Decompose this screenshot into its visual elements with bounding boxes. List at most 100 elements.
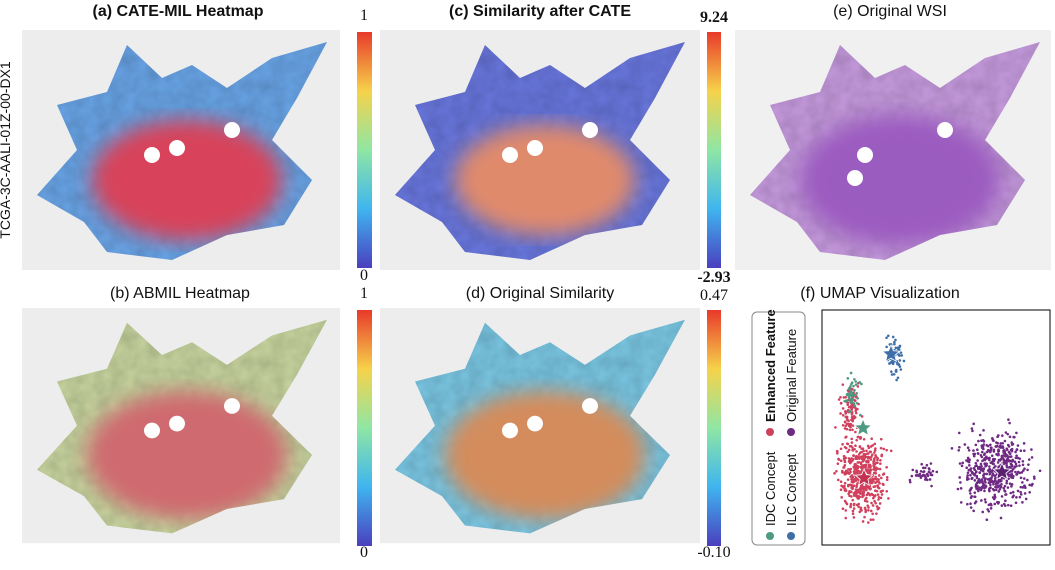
umap-point xyxy=(850,484,853,487)
umap-point xyxy=(980,463,983,466)
umap-point xyxy=(855,439,858,442)
umap-point xyxy=(1014,451,1017,454)
umap-point xyxy=(872,504,875,507)
umap-point xyxy=(873,443,876,446)
umap-point xyxy=(928,467,931,470)
umap-point xyxy=(1007,504,1010,507)
umap-point xyxy=(882,473,885,476)
umap-point xyxy=(985,473,988,476)
umap-point xyxy=(1033,475,1036,478)
umap-point xyxy=(995,488,998,491)
umap-point xyxy=(1025,498,1028,501)
colorbar-max: 0.47 xyxy=(700,287,728,304)
umap-point xyxy=(1020,486,1023,489)
umap-point xyxy=(890,370,893,373)
umap-point xyxy=(1010,441,1013,444)
umap-point xyxy=(876,461,879,464)
heatmap xyxy=(22,308,340,543)
umap-point xyxy=(919,473,922,476)
umap-point xyxy=(1014,471,1017,474)
umap-point xyxy=(856,397,859,400)
umap-point xyxy=(853,507,856,510)
umap-point xyxy=(842,407,845,410)
umap-point xyxy=(864,507,867,510)
umap-point xyxy=(885,336,888,339)
legend-label: Enhanced Feature xyxy=(763,309,778,422)
umap-point xyxy=(872,485,875,488)
umap-point xyxy=(993,474,996,477)
umap-point xyxy=(971,430,974,433)
umap-point xyxy=(897,363,900,366)
side-label: TCGA-3C-AALI-01Z-00-DX1 xyxy=(0,61,13,239)
umap-point xyxy=(874,456,877,459)
umap-point xyxy=(867,506,870,509)
umap-point xyxy=(1011,450,1014,453)
umap-point xyxy=(851,441,854,444)
umap-point xyxy=(987,510,990,513)
umap-point xyxy=(854,394,857,397)
umap-point xyxy=(878,474,881,477)
umap-point xyxy=(876,480,879,483)
umap-point xyxy=(841,471,844,474)
umap-point xyxy=(989,443,992,446)
umap-point xyxy=(857,436,860,439)
umap-point xyxy=(840,485,843,488)
umap-point xyxy=(849,392,852,395)
umap-point xyxy=(870,510,873,513)
umap-point xyxy=(898,346,901,349)
umap-point xyxy=(872,479,875,482)
umap-point xyxy=(1004,493,1007,496)
umap-point xyxy=(911,469,914,472)
umap-point xyxy=(987,445,990,448)
colorbar-max: 1 xyxy=(360,7,368,24)
umap-point xyxy=(890,450,893,453)
umap-point xyxy=(854,431,857,434)
umap-point xyxy=(920,470,923,473)
umap-point xyxy=(995,445,998,448)
umap-point xyxy=(851,499,854,502)
umap-point xyxy=(877,498,880,501)
umap-point xyxy=(898,354,901,357)
umap-point xyxy=(844,517,847,520)
umap-point xyxy=(838,398,841,401)
umap-point xyxy=(967,469,970,472)
umap-point xyxy=(992,496,995,499)
umap-point xyxy=(1007,486,1010,489)
umap-point xyxy=(853,503,856,506)
umap-point xyxy=(920,463,923,466)
umap-point xyxy=(992,483,995,486)
umap-point xyxy=(859,492,862,495)
umap-point xyxy=(849,475,852,478)
umap-point xyxy=(885,466,888,469)
umap-point xyxy=(1030,448,1033,451)
umap-point xyxy=(968,449,971,452)
umap-point xyxy=(970,487,973,490)
umap-point xyxy=(903,360,906,363)
umap-point xyxy=(886,476,889,479)
umap-point xyxy=(900,354,903,357)
umap-point xyxy=(873,451,876,454)
umap-point xyxy=(845,472,848,475)
umap-point xyxy=(965,466,968,469)
umap-point xyxy=(997,490,1000,493)
umap-point xyxy=(849,385,852,388)
umap-point xyxy=(847,478,850,481)
umap-point xyxy=(854,405,857,408)
umap-point xyxy=(855,392,858,395)
umap-point xyxy=(851,481,854,484)
umap-point xyxy=(967,471,970,474)
umap-point xyxy=(885,346,888,349)
umap-point xyxy=(860,456,863,459)
umap-point xyxy=(870,493,873,496)
umap-point xyxy=(865,497,868,500)
umap-point xyxy=(1022,460,1025,463)
umap-point xyxy=(861,494,864,497)
umap-point xyxy=(984,498,987,501)
umap-point xyxy=(992,488,995,491)
umap-point xyxy=(1009,452,1012,455)
legend-swatch xyxy=(766,428,774,436)
umap-point xyxy=(926,479,929,482)
umap-point xyxy=(981,511,984,514)
umap-point xyxy=(982,468,985,471)
legend-swatch xyxy=(766,532,774,540)
